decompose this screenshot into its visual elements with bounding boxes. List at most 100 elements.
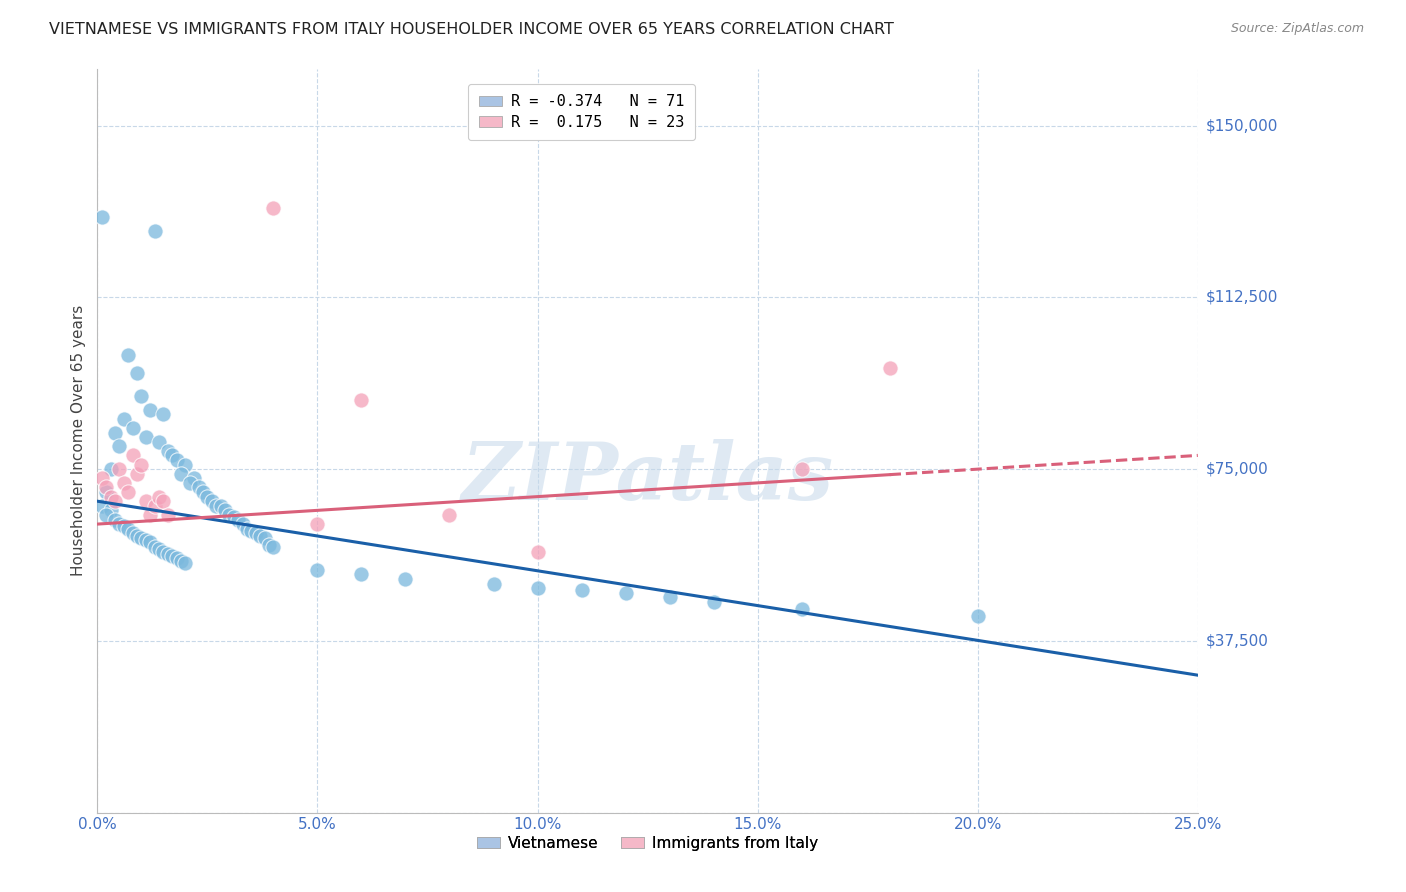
Point xyxy=(526,544,548,558)
Point xyxy=(262,540,284,554)
Y-axis label: Householder Income Over 65 years: Householder Income Over 65 years xyxy=(72,305,86,576)
Text: $150,000: $150,000 xyxy=(1206,119,1278,133)
Point xyxy=(249,528,271,542)
Point xyxy=(703,595,725,609)
Point xyxy=(179,475,201,490)
Point xyxy=(148,434,170,449)
Point xyxy=(121,449,143,463)
Point xyxy=(100,490,122,504)
Point xyxy=(170,467,193,481)
Text: $112,500: $112,500 xyxy=(1206,290,1278,305)
Text: VIETNAMESE VS IMMIGRANTS FROM ITALY HOUSEHOLDER INCOME OVER 65 YEARS CORRELATION: VIETNAMESE VS IMMIGRANTS FROM ITALY HOUS… xyxy=(49,22,894,37)
Point xyxy=(148,542,170,557)
Point xyxy=(117,522,139,536)
Point xyxy=(245,526,267,541)
Point xyxy=(131,458,153,472)
Point xyxy=(160,449,183,463)
Point xyxy=(879,361,901,376)
Point xyxy=(156,508,179,522)
Point xyxy=(482,576,505,591)
Point xyxy=(125,366,148,380)
Text: Source: ZipAtlas.com: Source: ZipAtlas.com xyxy=(1230,22,1364,36)
Point xyxy=(205,499,228,513)
Point xyxy=(790,462,813,476)
Point xyxy=(108,517,131,532)
Point xyxy=(139,402,162,417)
Point xyxy=(152,494,174,508)
Point xyxy=(214,503,236,517)
Point xyxy=(143,224,166,238)
Point xyxy=(253,531,276,545)
Point xyxy=(166,453,188,467)
Point xyxy=(90,211,112,225)
Point xyxy=(439,508,461,522)
Point xyxy=(112,411,135,425)
Point xyxy=(187,480,209,494)
Point xyxy=(90,499,112,513)
Point xyxy=(222,510,245,524)
Point xyxy=(100,503,122,517)
Point xyxy=(614,586,637,600)
Point xyxy=(143,540,166,554)
Point xyxy=(966,608,988,623)
Point xyxy=(112,475,135,490)
Point xyxy=(658,591,681,605)
Point xyxy=(117,485,139,500)
Point xyxy=(307,517,329,532)
Point xyxy=(183,471,205,485)
Point xyxy=(121,421,143,435)
Point xyxy=(166,551,188,566)
Legend: Vietnamese, Immigrants from Italy: Vietnamese, Immigrants from Italy xyxy=(471,830,824,857)
Point xyxy=(96,485,118,500)
Text: $37,500: $37,500 xyxy=(1206,633,1270,648)
Point xyxy=(108,462,131,476)
Point xyxy=(148,490,170,504)
Point xyxy=(143,499,166,513)
Point xyxy=(156,547,179,561)
Point xyxy=(307,563,329,577)
Point xyxy=(218,508,240,522)
Point xyxy=(131,531,153,545)
Point xyxy=(191,485,214,500)
Point xyxy=(96,480,118,494)
Point xyxy=(350,393,373,408)
Point xyxy=(174,458,197,472)
Point xyxy=(201,494,224,508)
Point xyxy=(790,602,813,616)
Point xyxy=(209,499,232,513)
Point xyxy=(104,494,127,508)
Point xyxy=(350,567,373,582)
Point xyxy=(135,533,157,548)
Point xyxy=(226,512,249,526)
Point xyxy=(257,538,280,552)
Point xyxy=(117,348,139,362)
Point xyxy=(125,467,148,481)
Point xyxy=(139,535,162,549)
Point xyxy=(240,524,263,538)
Point xyxy=(152,407,174,421)
Point xyxy=(394,572,416,586)
Point xyxy=(197,490,219,504)
Point xyxy=(152,544,174,558)
Point xyxy=(232,517,254,532)
Point xyxy=(125,528,148,542)
Point xyxy=(135,430,157,444)
Point xyxy=(174,556,197,570)
Point xyxy=(121,526,143,541)
Point xyxy=(96,508,118,522)
Text: ZIPatlas: ZIPatlas xyxy=(461,439,834,516)
Point xyxy=(104,425,127,440)
Point xyxy=(100,462,122,476)
Point xyxy=(112,519,135,533)
Text: $75,000: $75,000 xyxy=(1206,462,1268,476)
Point xyxy=(160,549,183,563)
Point xyxy=(170,554,193,568)
Point xyxy=(135,494,157,508)
Point xyxy=(139,508,162,522)
Point xyxy=(156,443,179,458)
Point xyxy=(262,201,284,215)
Point xyxy=(571,583,593,598)
Point xyxy=(108,439,131,453)
Point xyxy=(90,471,112,485)
Point xyxy=(131,389,153,403)
